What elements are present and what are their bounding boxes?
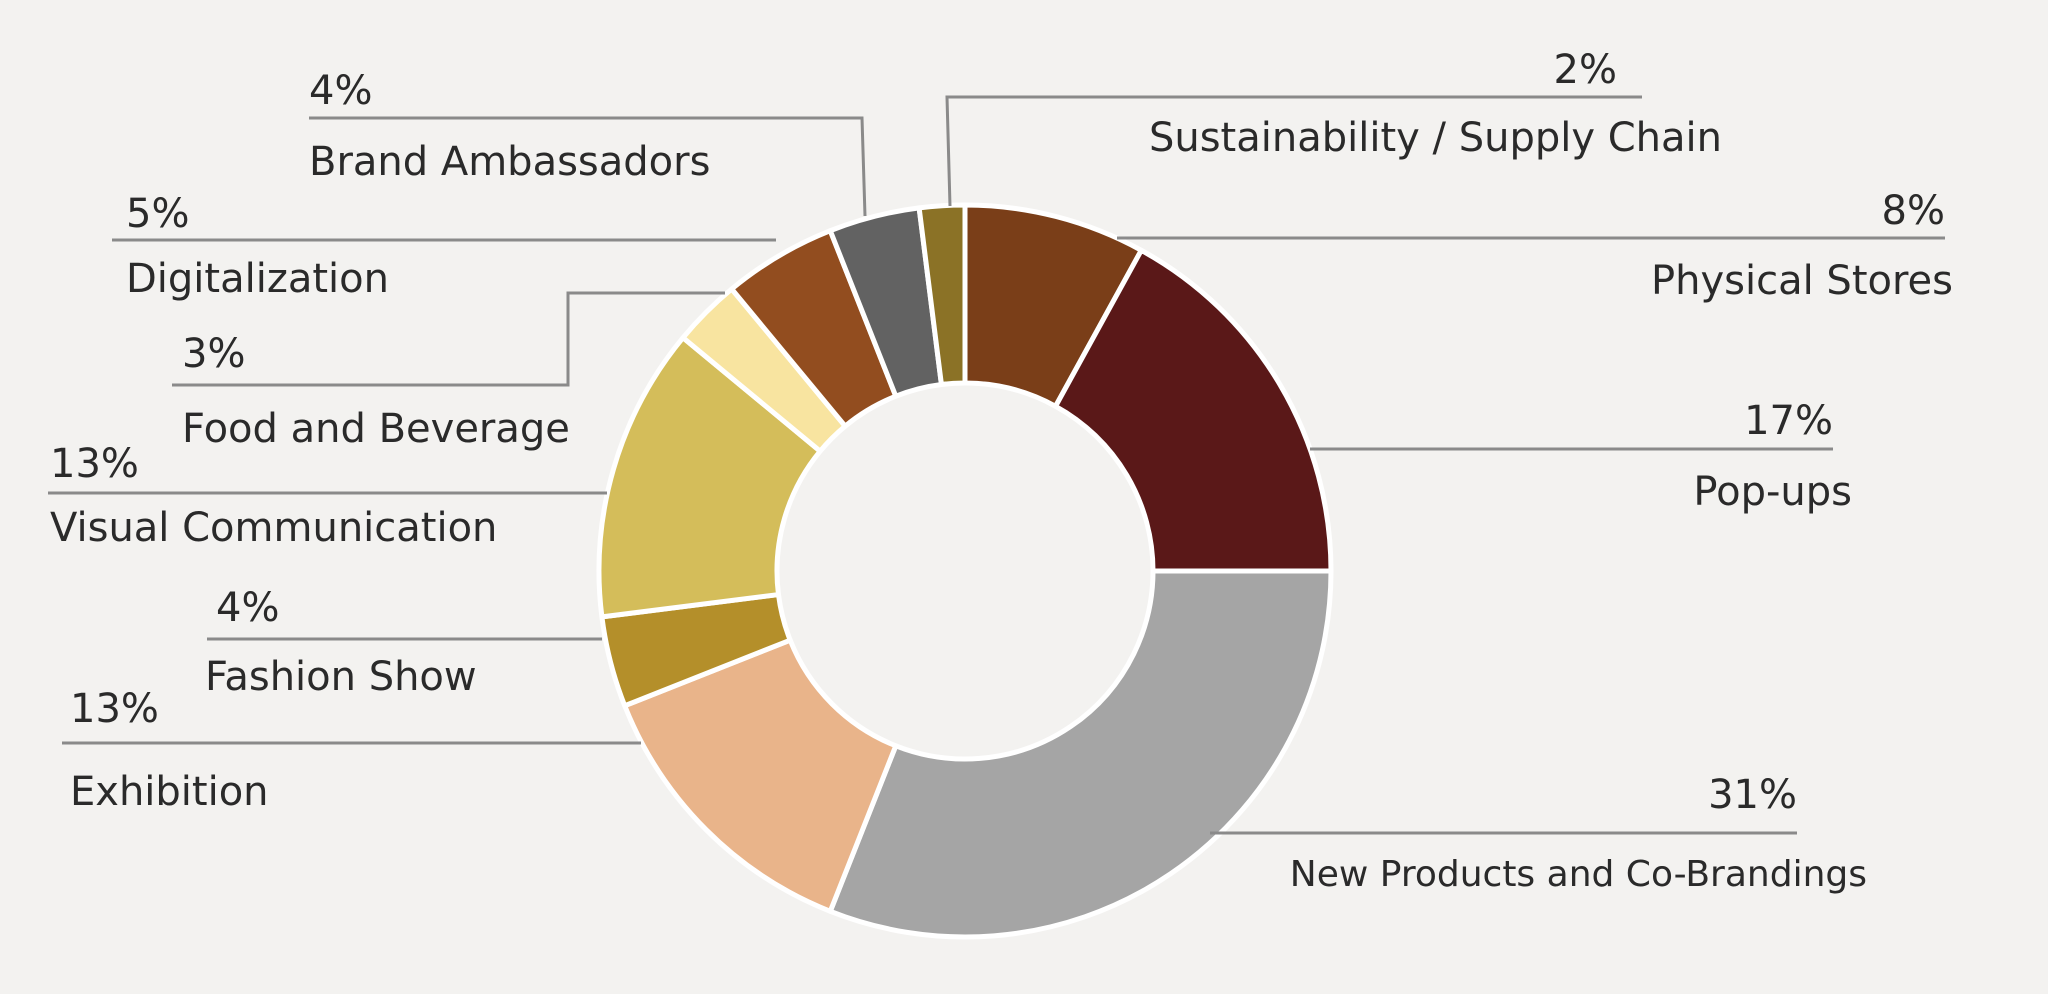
category-label-food-and-beverage: Food and Beverage [182,406,570,452]
percent-label-visual-communication: 13% [50,441,139,487]
slice-labels: 8% Physical Stores 17% Pop-ups 31% New Produc… [50,47,1953,895]
category-label-visual-communication: Visual Communication [50,505,497,551]
category-label-physical-stores: Physical Stores [1651,258,1953,304]
percent-label-sustainability-supply-chain: 2% [1554,47,1617,93]
percent-label-physical-stores: 8% [1882,188,1945,234]
percent-label-fashion-show: 4% [216,585,279,631]
leader-line-sustainability-supply-chain [945,95,1642,207]
category-label-brand-ambassadors: Brand Ambassadors [309,139,710,185]
percent-label-exhibition: 13% [70,686,159,732]
slice-exhibition [622,637,899,914]
category-label-exhibition: Exhibition [70,769,269,815]
category-label-sustainability-supply-chain: Sustainability / Supply Chain [1149,115,1722,161]
slice-new-products-and-co-brandings [827,568,1334,940]
donut-slices [596,202,1334,940]
slice-pop-ups [1053,247,1334,574]
category-label-new-products-and-co-brandings: New Products and Co-Brandings [1290,854,1867,895]
category-label-pop-ups: Pop-ups [1693,469,1852,515]
leader-line-brand-ambassadors [309,116,867,217]
percent-label-new-products-and-co-brandings: 31% [1708,772,1797,818]
percent-label-pop-ups: 17% [1744,398,1833,444]
category-label-fashion-show: Fashion Show [205,654,477,700]
percent-label-brand-ambassadors: 4% [309,68,372,114]
percent-label-food-and-beverage: 3% [182,331,245,377]
category-label-digitalization: Digitalization [126,256,389,302]
leader-lines [48,95,1945,835]
leader-line-food-and-beverage [172,291,725,387]
percent-label-digitalization: 5% [126,191,189,237]
slice-sustainability-supply-chain [916,202,968,387]
